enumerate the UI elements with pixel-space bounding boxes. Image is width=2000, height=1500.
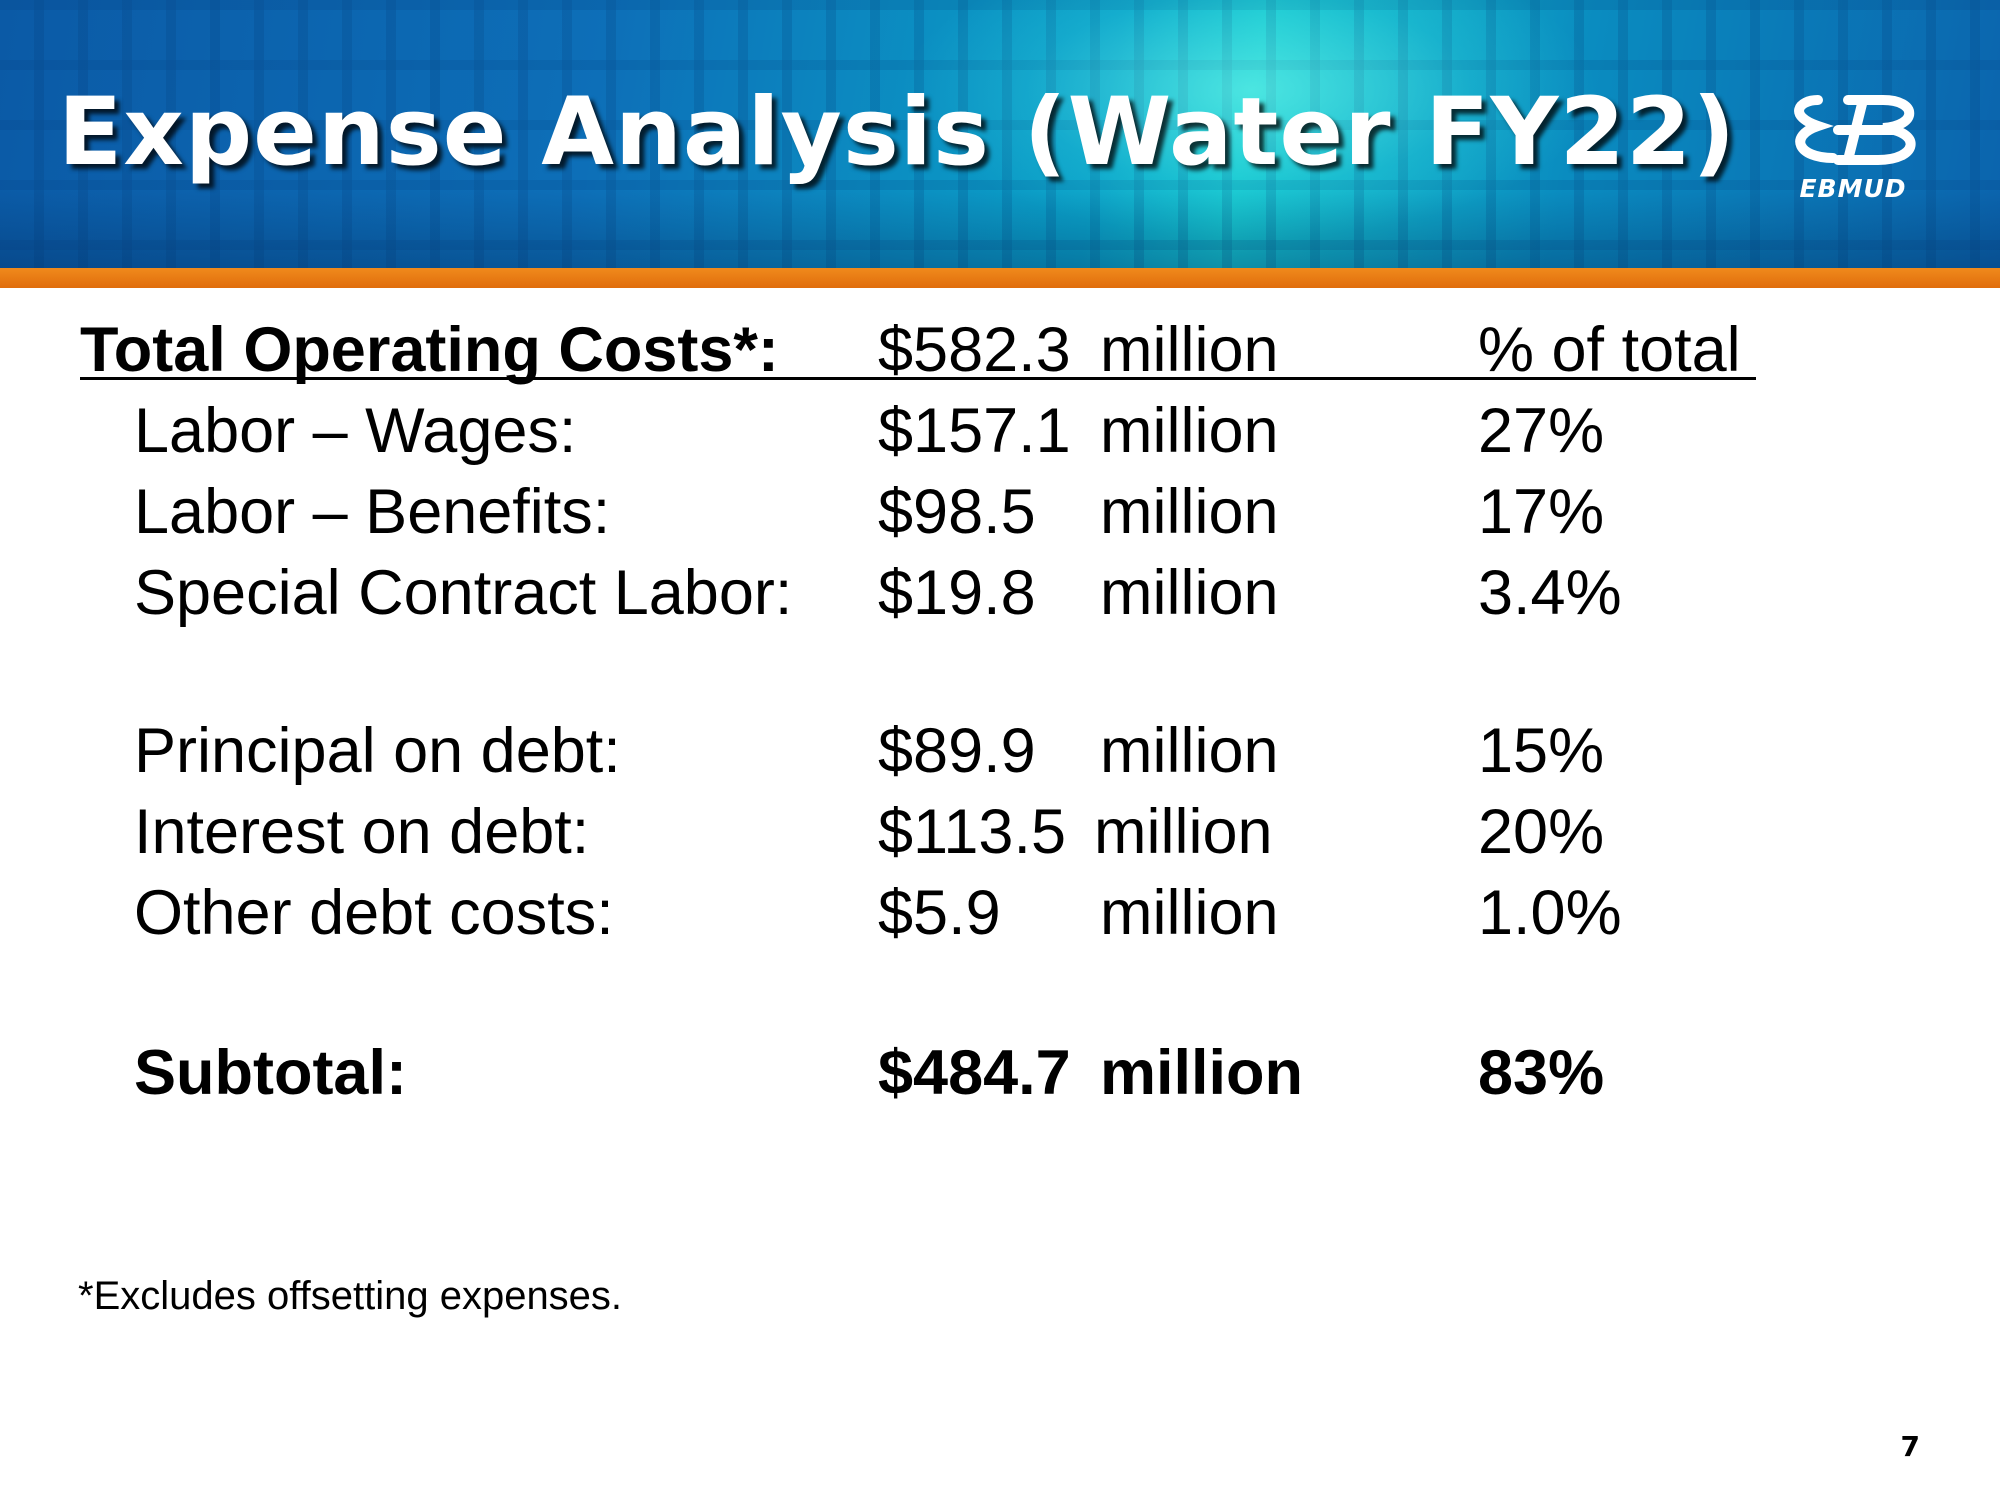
row-unit: million bbox=[1100, 716, 1279, 786]
header-unit: million bbox=[1100, 315, 1279, 385]
ebmud-logo-icon bbox=[1794, 95, 1916, 165]
row-pct: 3.4% bbox=[1478, 558, 1622, 628]
banner-shade bbox=[0, 190, 2000, 270]
row-label: Principal on debt: bbox=[134, 716, 621, 786]
subtotal-unit: million bbox=[1100, 1038, 1303, 1108]
ebmud-logo: EBMUD bbox=[1778, 88, 1938, 208]
row-label: Other debt costs: bbox=[134, 878, 614, 948]
row-pct: 20% bbox=[1478, 797, 1605, 867]
header-amount: $582.3 bbox=[878, 315, 1071, 385]
row-label: Labor – Benefits: bbox=[134, 477, 611, 547]
header-pct: % of total bbox=[1478, 315, 1741, 385]
row-unit: million bbox=[1100, 558, 1279, 628]
header-banner: Expense Analysis (Water FY22) EBMUD bbox=[0, 0, 2000, 270]
row-unit: million bbox=[1100, 878, 1279, 948]
row-pct: 27% bbox=[1478, 396, 1605, 466]
row-amount: $113.5 bbox=[878, 797, 1067, 867]
row-label: Interest on debt: bbox=[134, 797, 590, 867]
orange-divider bbox=[0, 268, 2000, 288]
subtotal-amount: $484.7 bbox=[878, 1038, 1071, 1108]
subtotal-pct: 83% bbox=[1478, 1038, 1605, 1108]
row-pct: 15% bbox=[1478, 716, 1605, 786]
header-underline bbox=[80, 377, 1756, 380]
row-amount: $5.9 bbox=[878, 878, 1001, 948]
row-amount: $157.1 bbox=[878, 396, 1071, 466]
row-amount: $98.5 bbox=[878, 477, 1036, 547]
row-label: Special Contract Labor: bbox=[134, 558, 793, 628]
row-unit: million bbox=[1100, 477, 1279, 547]
row-pct: 17% bbox=[1478, 477, 1605, 547]
row-unit: million bbox=[1100, 396, 1279, 466]
banner-glow bbox=[900, 0, 1600, 240]
page-number: 7 bbox=[1900, 1430, 1920, 1463]
slide-title: Expense Analysis (Water FY22) bbox=[58, 78, 1737, 187]
row-amount: $19.8 bbox=[878, 558, 1036, 628]
row-label: Labor – Wages: bbox=[134, 396, 577, 466]
row-unit: million bbox=[1094, 797, 1273, 867]
row-amount: $89.9 bbox=[878, 716, 1036, 786]
row-pct: 1.0% bbox=[1478, 878, 1622, 948]
logo-text: EBMUD bbox=[1799, 174, 1907, 203]
subtotal-label: Subtotal: bbox=[134, 1038, 407, 1108]
footnote: *Excludes offsetting expenses. bbox=[78, 1274, 623, 1318]
header-label: Total Operating Costs*: bbox=[80, 315, 779, 385]
